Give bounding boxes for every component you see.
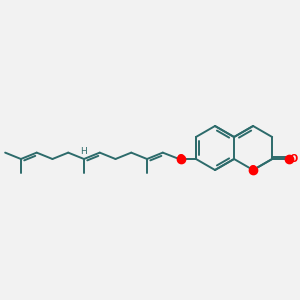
Text: O: O	[249, 165, 257, 175]
Text: H: H	[81, 148, 87, 157]
Text: O: O	[176, 154, 185, 164]
Text: O: O	[290, 154, 298, 164]
